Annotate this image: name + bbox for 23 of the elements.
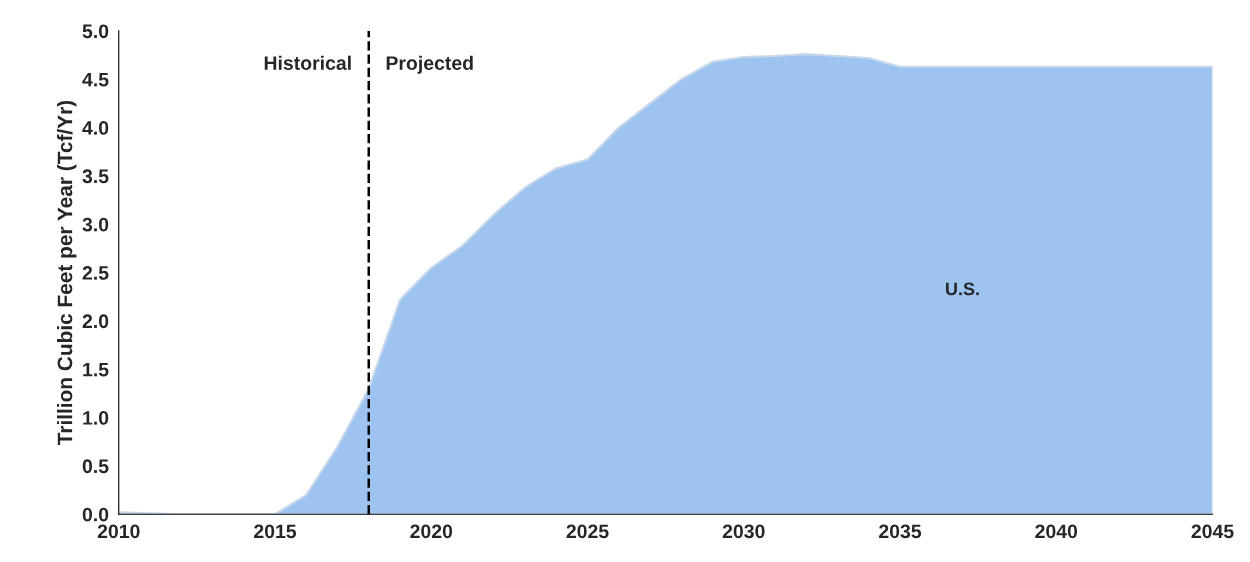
y-tick-label: 5.0	[82, 24, 109, 39]
annotation: Projected	[386, 55, 473, 74]
x-tick-label: 2020	[410, 524, 453, 539]
y-tick-label: 2.5	[82, 266, 109, 280]
series-label: U.S.	[946, 282, 979, 296]
y-tick-label: 0.5	[82, 459, 109, 474]
y-axis-title: Trillion Cubic Feet per Year (Tcf/Yr)	[57, 100, 77, 446]
y-tick-label: 3.0	[82, 217, 109, 232]
x-tick-label: 2035	[879, 524, 922, 539]
y-tick-label: 0.0	[82, 507, 109, 522]
y-tick-label: 3.5	[82, 169, 109, 184]
x-tick-label: 2010	[97, 524, 140, 539]
x-tick-label: 2040	[1035, 524, 1078, 539]
x-tick-label: 2015	[254, 524, 297, 539]
x-tick-label: 2045	[1191, 524, 1234, 539]
y-tick-label: 1.0	[83, 411, 109, 425]
x-tick-label: 2030	[722, 524, 765, 539]
y-tick-label: 4.0	[82, 121, 109, 135]
y-tick-label: 1.5	[83, 362, 109, 377]
y-tick-label: 4.5	[82, 72, 109, 87]
annotation: Historical	[264, 55, 351, 70]
x-tick-label: 2025	[566, 524, 609, 539]
y-tick-label: 2.0	[82, 314, 109, 329]
